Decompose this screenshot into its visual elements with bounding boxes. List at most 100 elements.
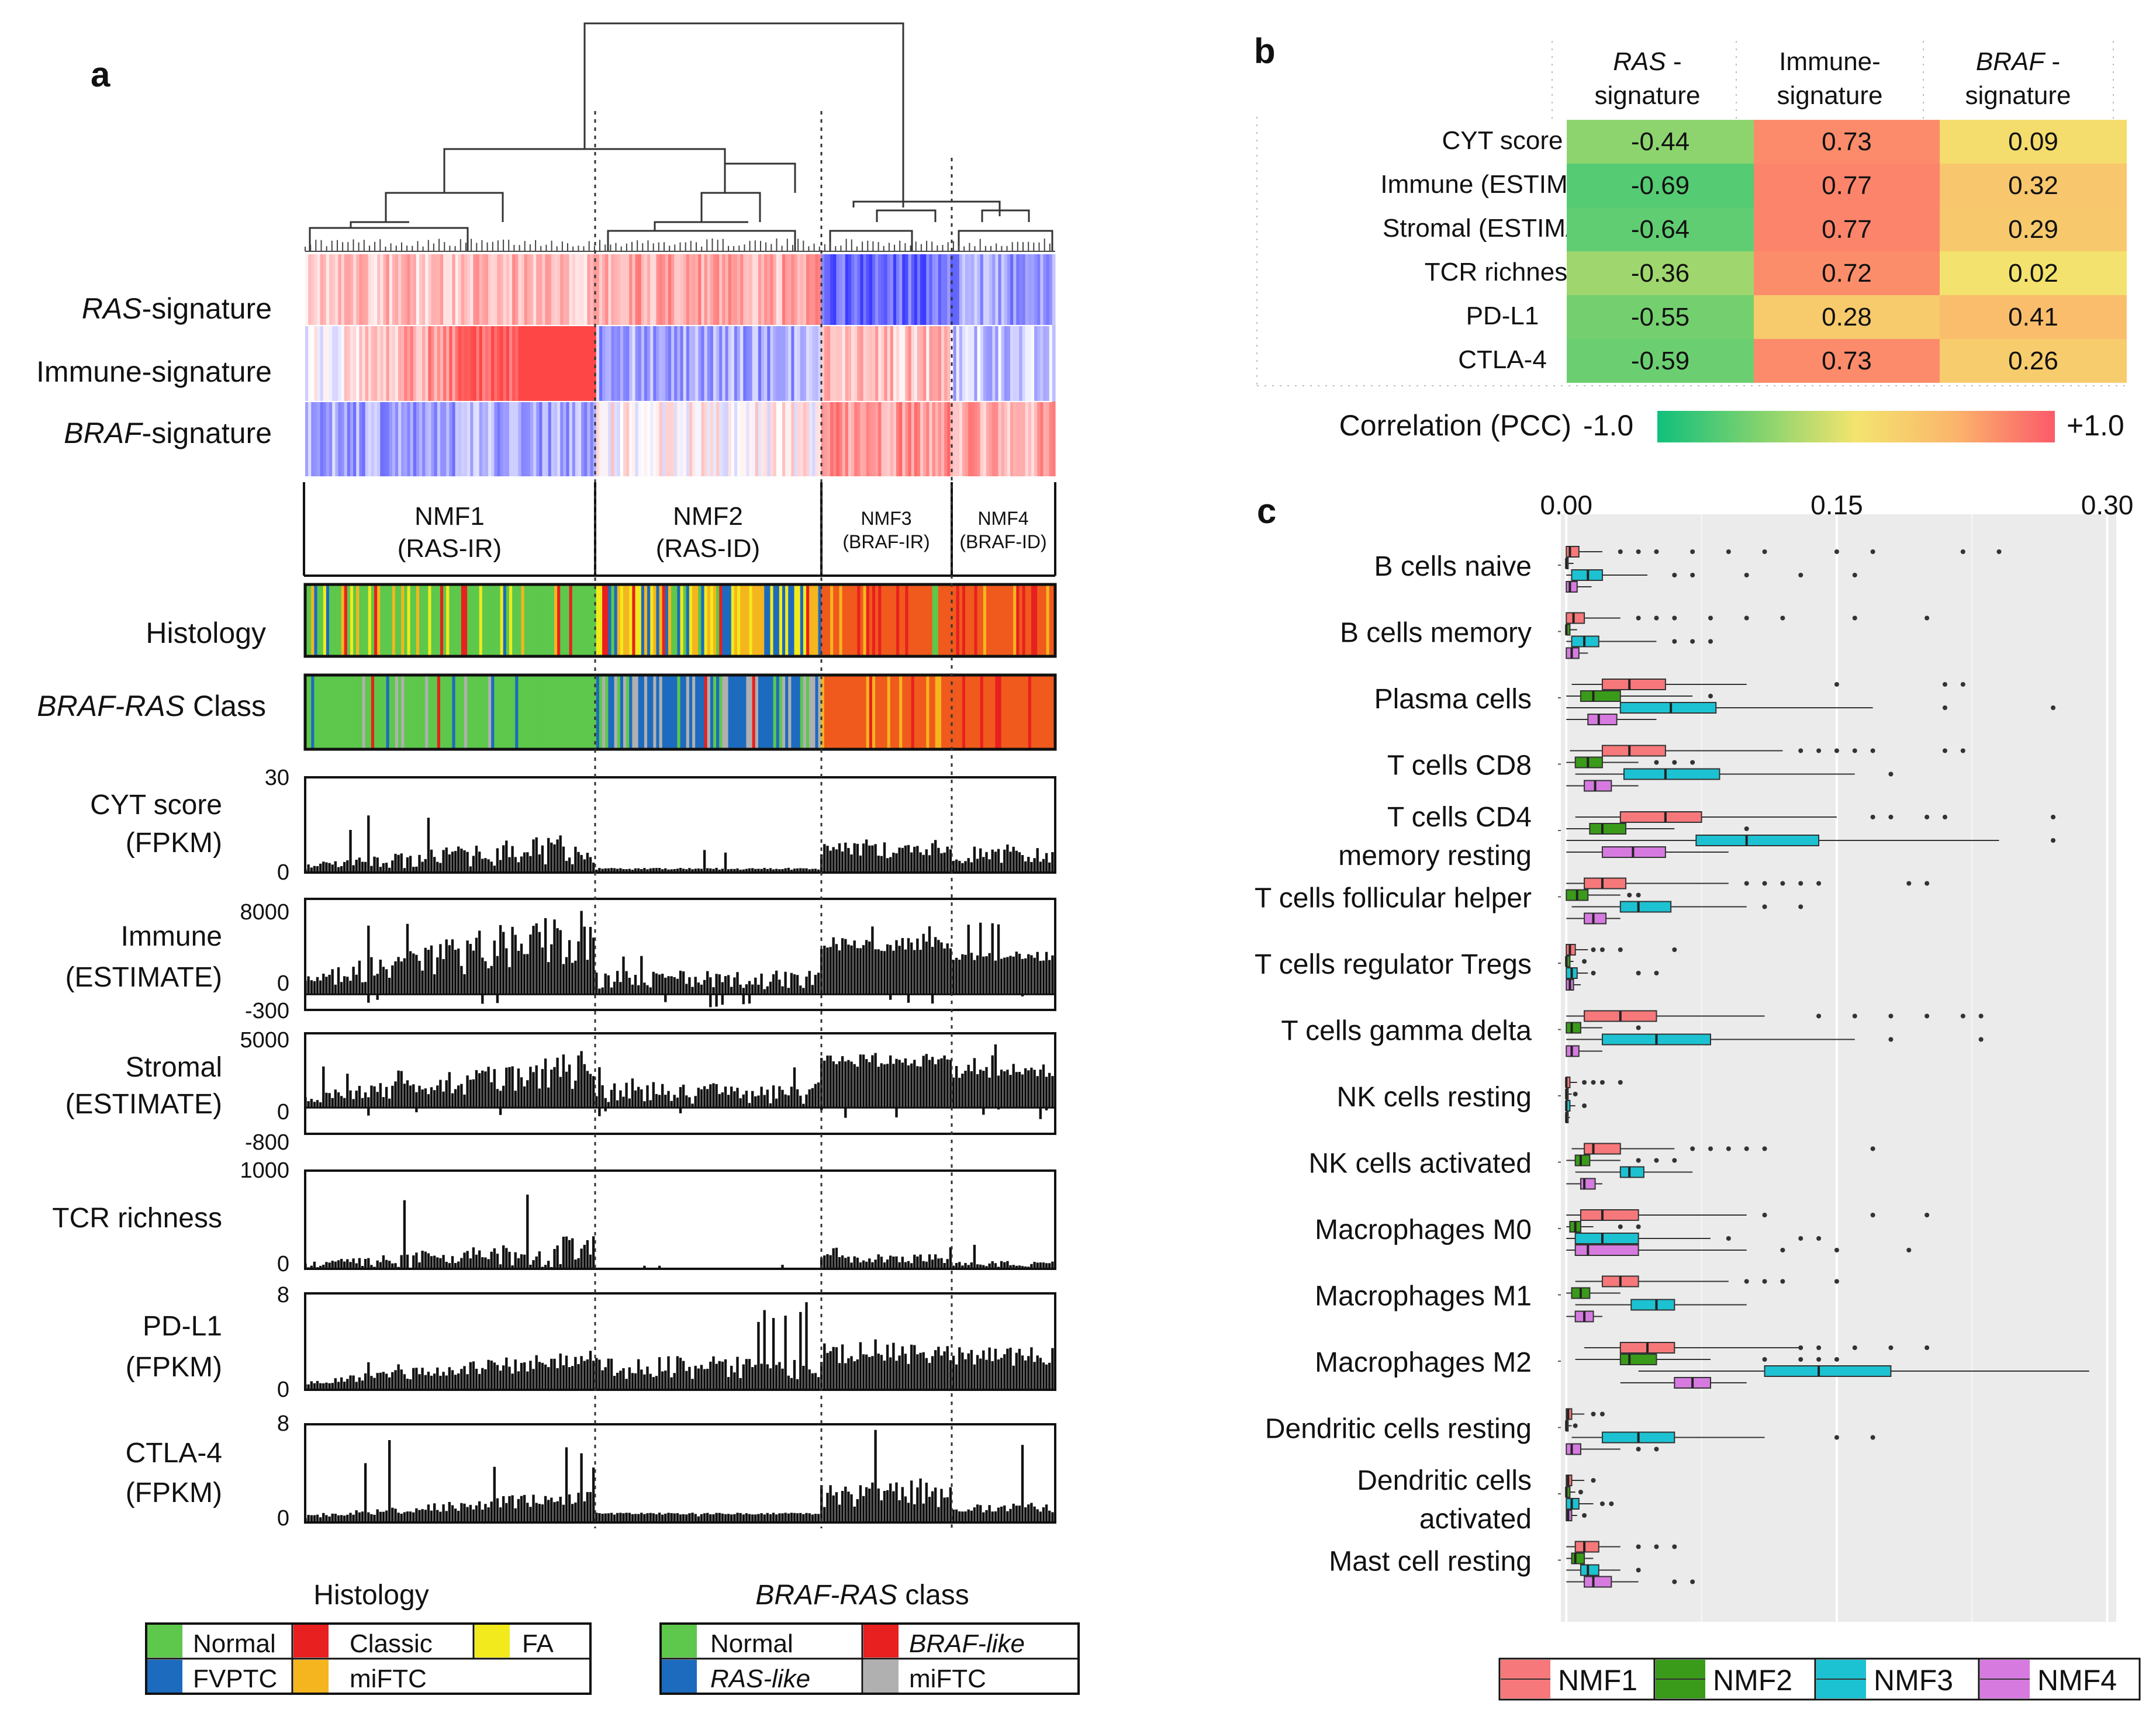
outlier-point	[1636, 1158, 1641, 1163]
legend-swatch-fa	[475, 1625, 510, 1657]
histology-cell	[482, 586, 486, 655]
heatmap-cell	[518, 326, 522, 402]
histology-cell	[659, 586, 663, 655]
heatmap-cell	[956, 254, 960, 326]
category-label: Macrophages M2	[1315, 1347, 1532, 1378]
class-cell	[500, 676, 504, 748]
histology-cell	[866, 586, 870, 655]
class-cell	[599, 676, 603, 748]
cluster-separators	[594, 111, 953, 1528]
heatmap-cell	[578, 326, 582, 402]
class-cell	[806, 676, 810, 748]
heatmap-cell	[371, 402, 375, 476]
class-cell	[983, 676, 987, 748]
outlier-point	[1744, 573, 1749, 577]
heatmap-cell	[494, 326, 498, 402]
histology-cell	[740, 586, 744, 655]
heatmap-cell	[524, 254, 528, 326]
class-cell	[740, 676, 744, 748]
heatmap-cell	[473, 326, 477, 402]
outlier-point	[1924, 615, 1930, 621]
box-nmf2	[1566, 1287, 1621, 1299]
heatmap-cell	[485, 326, 489, 402]
heatmap-cell	[572, 326, 576, 402]
heatmap-cell	[662, 254, 666, 326]
heatmap-cell	[767, 254, 771, 326]
track-tcr-ymax: 1000	[240, 1158, 289, 1183]
class-cell	[893, 676, 897, 748]
heatmap-cell	[584, 254, 588, 326]
heatmap-cell	[395, 326, 399, 402]
class-cell	[584, 676, 588, 748]
heatmap-cell	[446, 254, 450, 326]
heatmap-cell	[953, 254, 957, 326]
corr-cell	[1754, 295, 1940, 339]
heatmap-cell	[980, 402, 984, 476]
heatmap-cell	[560, 254, 564, 326]
heatmap-cell	[914, 254, 918, 326]
category-label: T cells follicular helper	[1255, 883, 1532, 914]
box-nmf3	[1571, 901, 1803, 913]
class-cell	[470, 676, 474, 748]
heatmap-cell	[839, 402, 843, 476]
class-cell	[548, 676, 552, 748]
heatmap-cell	[872, 254, 876, 326]
heatmap-cell	[683, 254, 687, 326]
corr-cell	[1567, 339, 1754, 383]
class-cell	[512, 676, 516, 748]
heatmap-cell	[878, 326, 882, 402]
histology-cell	[713, 586, 717, 655]
heatmap-cell	[338, 326, 342, 402]
histology-cell	[986, 586, 990, 655]
heatmap-cell	[605, 402, 609, 476]
class-cell	[359, 676, 363, 748]
cluster-nmf2-sub: (RAS-ID)	[656, 534, 760, 563]
class-cell	[1049, 676, 1053, 748]
class-cell	[779, 676, 783, 748]
box-nmf4	[1566, 1045, 1602, 1057]
corr-cell	[1940, 295, 2127, 339]
heatmap-cell	[629, 402, 633, 476]
heatmap-cell	[710, 254, 714, 326]
histology-cell	[470, 586, 474, 655]
heatmap-cell	[731, 326, 735, 402]
box-nmf2	[1566, 756, 1695, 769]
heatmap-cell	[533, 326, 537, 402]
track-pdl1	[304, 1292, 1056, 1391]
heatmap-cell	[995, 402, 999, 476]
cluster-nmf4-sub: (BRAF-ID)	[959, 531, 1046, 552]
track-stromal	[304, 1032, 1056, 1135]
box-nmf3	[1566, 1033, 1984, 1046]
class-cell	[866, 676, 870, 748]
class-cell	[671, 676, 675, 748]
outlier-point	[1654, 971, 1659, 975]
braf-ras-class-strip	[303, 673, 1057, 751]
heatmap-cell	[311, 254, 315, 326]
histology-cell	[635, 586, 639, 655]
heatmap-cell	[461, 402, 465, 476]
histology-cell	[896, 586, 900, 655]
heatmap-cell	[695, 326, 699, 402]
histology-cell	[875, 586, 879, 655]
corr-row-label: PD-L1	[1466, 302, 1539, 330]
outlier-point	[1852, 1013, 1857, 1019]
heatmap-cell	[344, 254, 348, 326]
heatmap-cell	[905, 402, 909, 476]
histology-cell	[647, 586, 651, 655]
heatmap-cell	[341, 326, 345, 402]
row-label-braf-ras-class: BRAF-RAS Class	[37, 690, 266, 722]
class-cell	[398, 676, 402, 748]
heatmap-cell	[857, 402, 861, 476]
heatmap-cell	[788, 402, 792, 476]
heatmap-cell	[989, 402, 993, 476]
box-nmf4	[1566, 714, 1657, 725]
heatmap-cell	[527, 254, 531, 326]
class-cell	[551, 676, 555, 748]
heatmap-cell	[674, 326, 678, 402]
heatmap-cell	[770, 326, 774, 402]
histology-cell	[920, 586, 924, 655]
histology-cell	[521, 586, 525, 655]
dendrogram-leaf-branches	[305, 238, 1055, 252]
histology-cell	[1007, 586, 1011, 655]
heatmap-cell	[434, 254, 438, 326]
